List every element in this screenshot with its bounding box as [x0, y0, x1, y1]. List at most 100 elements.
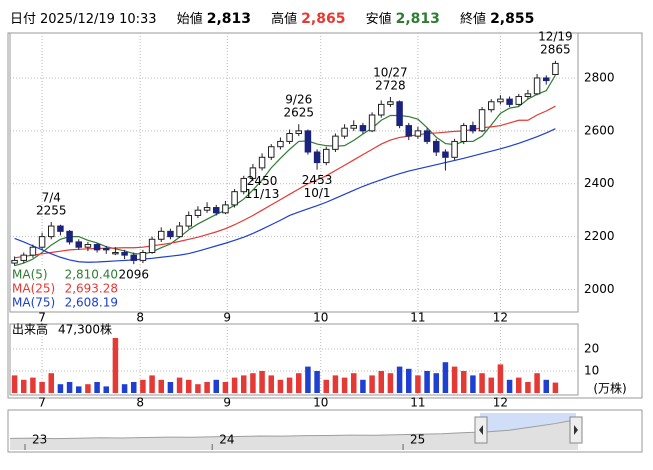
candle-body [240, 177, 247, 193]
panel-title: 出来高 [12, 322, 48, 337]
candle-body [341, 127, 348, 137]
x-tick-label: 23 [32, 433, 47, 447]
volume-bar [149, 375, 155, 393]
candle-body [249, 167, 257, 179]
legend-value: 2,810.40 [65, 268, 118, 282]
navigator-panel [7, 409, 643, 453]
candle-body [222, 204, 229, 214]
candle-body [359, 125, 367, 132]
volume-bar [48, 373, 54, 393]
annotation-date: 7/4 [42, 191, 61, 205]
candle-body [121, 251, 128, 256]
legend-value: 2,693.28 [65, 282, 118, 296]
ma-line [14, 128, 556, 263]
annotation-value: 2453 [302, 173, 333, 187]
low: 2,813 [395, 11, 440, 27]
candle-body [433, 140, 440, 153]
x-tick-label: 7 [38, 396, 46, 410]
candle-body [112, 251, 119, 255]
candle-body [258, 156, 266, 169]
annotation-value: 2096 [118, 268, 149, 282]
annotation-date: 10/27 [373, 65, 408, 79]
volume-bar [222, 382, 229, 393]
y-tick-label: 2000 [584, 282, 615, 296]
volume-bar [195, 384, 201, 393]
candle-body [332, 135, 339, 150]
volume-bar [103, 386, 109, 393]
volume-bar [66, 382, 73, 393]
volume-bar [488, 377, 494, 393]
candle-body [396, 101, 403, 127]
volume-bar [506, 379, 513, 393]
candle-body [350, 125, 357, 129]
date: 2025/12/19 10:33 [40, 12, 157, 27]
candle-body [75, 241, 82, 248]
candle-body [488, 101, 495, 111]
volume-bar [296, 373, 302, 393]
annotation-date: 12/19 [538, 29, 573, 43]
candle-body [148, 238, 156, 253]
candle-body [378, 103, 385, 116]
legend-value: 2,608.19 [65, 296, 118, 310]
label: 高値 [271, 12, 298, 27]
candle-body [103, 248, 110, 251]
label: 日付 [10, 12, 37, 27]
candle-body [176, 225, 183, 238]
volume-bar [204, 382, 210, 393]
candle-body [286, 132, 293, 142]
y-tick-label: 2200 [584, 229, 615, 243]
candle-body [533, 77, 541, 95]
candle-body [478, 109, 486, 132]
x-tick-label: 8 [136, 396, 144, 410]
volume-bar [39, 382, 45, 393]
candle-body [442, 151, 449, 158]
candle-body [139, 251, 147, 261]
volume-bar [525, 382, 531, 393]
volume-bar [387, 373, 394, 393]
frame [7, 32, 643, 399]
volume-bar [167, 382, 174, 393]
candle-body [460, 125, 467, 142]
candle-body [506, 98, 513, 105]
candle-body [423, 130, 431, 142]
volume-bar [158, 379, 164, 393]
volume-bar [461, 371, 467, 393]
candle-body [524, 93, 532, 97]
volume-bar [21, 379, 27, 393]
candle-body [194, 209, 202, 216]
x-tick-label: 25 [410, 433, 425, 447]
volume-bar [543, 379, 549, 393]
volume-bar [30, 377, 36, 393]
candle-body [231, 191, 238, 206]
candle-body [295, 130, 302, 134]
close: 2,855 [490, 11, 535, 27]
volume-bar [451, 366, 458, 393]
x-tick-label: 9 [223, 396, 231, 410]
candle-body [29, 246, 37, 256]
volume-bar [250, 373, 256, 393]
candle-body [414, 130, 422, 137]
annotation-value: 2255 [36, 204, 67, 218]
candle-body [203, 207, 211, 211]
candle-body [66, 230, 73, 243]
volume-bar [378, 371, 384, 393]
annotation-date: 11/13 [245, 187, 280, 201]
y-tick-label: 2800 [584, 70, 615, 84]
volume-bar [369, 375, 375, 393]
volume-bar [534, 373, 540, 393]
candle-body [451, 140, 458, 158]
volume-bar [424, 371, 430, 393]
label: 始値 [176, 12, 203, 27]
handle-arrow [574, 425, 578, 435]
candle-body [515, 95, 522, 105]
volume-bar [121, 384, 128, 393]
candle-body [323, 148, 330, 164]
volume-bar [332, 375, 339, 393]
volume-bar [112, 338, 119, 393]
volume-bar [277, 379, 284, 393]
volume-latest: 47,300株 [58, 322, 112, 337]
x-tick-label: 7 [38, 311, 46, 325]
volume-panel [9, 323, 579, 396]
volume-bar [433, 373, 439, 393]
